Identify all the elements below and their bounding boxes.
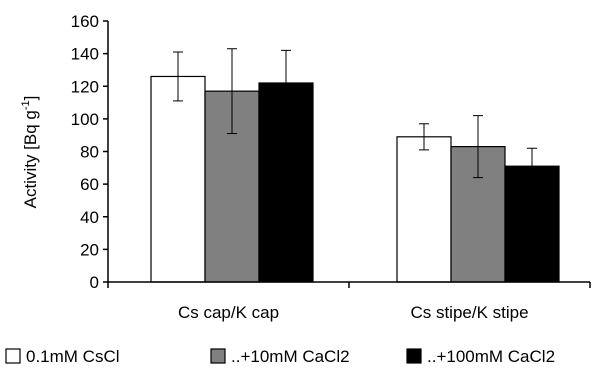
bar-0-0 [150, 75, 206, 283]
y-tick-label-5: 100 [71, 110, 99, 129]
y-tick-label-2: 40 [80, 208, 99, 227]
y-tick-label-1: 20 [80, 240, 99, 259]
y-tick-label-6: 120 [71, 77, 99, 96]
y-axis-label-superscript: -1 [20, 100, 32, 110]
bar-1-0 [396, 136, 452, 283]
y-tick-label-8: 160 [71, 12, 99, 31]
y-tick-label-0: 0 [90, 273, 99, 292]
legend-label-2: ..+100mM CaCl2 [427, 347, 555, 366]
x-category-label-1: Cs stipe/K stipe [410, 303, 528, 322]
y-tick-label-3: 60 [80, 175, 99, 194]
legend-swatch-2 [406, 348, 422, 364]
y-axis-ticks: 0 20 40 60 80 100 120 140 160 [71, 12, 108, 292]
y-axis-label-tail: ] [21, 96, 40, 101]
x-category-label-0: Cs cap/K cap [178, 303, 279, 322]
bars [150, 75, 560, 283]
axes [107, 21, 591, 288]
legend-label-0: 0.1mM CsCl [26, 347, 120, 366]
x-axis-labels: Cs cap/K cap Cs stipe/K stipe [178, 303, 529, 322]
legend-swatch-1 [210, 348, 226, 364]
y-tick-label-4: 80 [80, 143, 99, 162]
error-bars [173, 48, 537, 185]
y-tick-label-7: 140 [71, 45, 99, 64]
legend: 0.1mM CsCl ..+10mM CaCl2 ..+100mM CaCl2 [5, 347, 555, 366]
legend-swatch-0 [5, 348, 21, 364]
legend-label-1: ..+10mM CaCl2 [231, 347, 350, 366]
y-axis-label-main: Activity [Bq g [21, 110, 40, 208]
svg-text:Activity [Bq g-1]: Activity [Bq g-1] [20, 96, 40, 209]
y-axis-label: Activity [Bq g-1] [20, 96, 40, 209]
